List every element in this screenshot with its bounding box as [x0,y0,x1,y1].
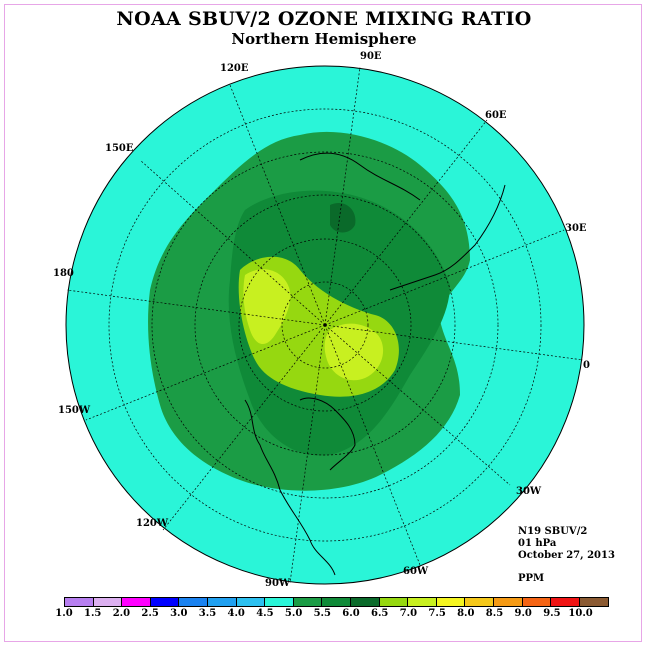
lon-label-90e: 90E [360,51,382,62]
colorbar-cell-16 [522,598,552,606]
lon-label-120w: 120W [136,518,169,529]
colorbar-tick-label: 8.0 [457,608,475,619]
lon-label-150e: 150E [105,143,134,154]
colorbar-tick-label: 3.0 [170,608,188,619]
colorbar-cell-0 [65,598,94,606]
colorbar-cell-5 [207,598,237,606]
colorbar-cell-17 [551,598,580,606]
lon-label-120e: 120E [220,63,249,74]
colorbar-cell-13 [436,598,466,606]
lon-label-0: 0 [583,360,590,371]
chart-title: NOAA SBUV/2 OZONE MIXING RATIO [116,8,532,30]
colorbar-cell-4 [179,598,208,606]
map-boundary [65,65,585,585]
lon-label-90w: 90W [265,578,291,589]
colorbar-tick-label: 8.5 [485,608,504,619]
chart-subtitle: Northern Hemisphere [231,30,417,48]
colorbar-tick-label: 4.0 [227,608,245,619]
colorbar-tick-label: 1.5 [83,608,102,619]
colorbar-tick-label: 4.5 [256,608,274,619]
colorbar-tick-label: 9.5 [543,608,561,619]
colorbar-cell-2 [122,598,151,606]
ozone-contour-7-0-east [324,323,384,381]
colorbar-tick-label: 1.0 [55,608,73,619]
info-date: October 27, 2013 [518,550,615,561]
colorbar-tick-label: 9.0 [514,608,532,619]
colorbar-cell-15 [493,598,523,606]
colorbar-tick-label: 10.0 [568,608,593,619]
lon-label-60w: 60W [403,566,429,577]
colorbar-tick-label: 2.5 [141,608,159,619]
colorbar-cell-11 [379,598,409,606]
colorbar-tick-label: 2.0 [112,608,131,619]
lon-label-150w: 150W [58,405,91,416]
figure-frame [4,4,642,642]
coastline-north-america [244,397,356,576]
colorbar [64,597,610,607]
ozone-contour-7-0-west [243,269,291,345]
colorbar-cell-3 [150,598,180,606]
lon-label-60e: 60E [485,110,507,121]
colorbar-tick-label: 5.5 [313,608,331,619]
lon-label-30w: 30W [516,486,542,497]
lon-label-180: 180 [53,268,74,279]
colorbar-cell-6 [236,598,266,606]
lon-label-30e: 30E [565,223,587,234]
colorbar-cell-14 [465,598,494,606]
colorbar-cell-8 [293,598,323,606]
info-units: PPM [518,573,545,584]
colorbar-tick-label: 5.0 [284,608,303,619]
colorbar-tick-label: 6.0 [342,608,360,619]
colorbar-cell-18 [579,598,609,606]
info-satellite: N19 SBUV/2 [518,526,588,537]
colorbar-cell-1 [93,598,123,606]
colorbar-cell-9 [322,598,351,606]
colorbar-tick-label: 7.0 [399,608,418,619]
coastline-europe-asia [299,152,506,291]
colorbar-tick-label: 6.5 [370,608,389,619]
ozone-contour-6-0-pocket [330,202,356,233]
colorbar-tick-label: 7.5 [428,608,446,619]
colorbar-cell-10 [350,598,380,606]
graticule [66,66,584,584]
colorbar-tick-label: 3.5 [198,608,217,619]
colorbar-cell-12 [408,598,437,606]
info-level: 01 hPa [518,538,557,549]
colorbar-cell-7 [265,598,294,606]
